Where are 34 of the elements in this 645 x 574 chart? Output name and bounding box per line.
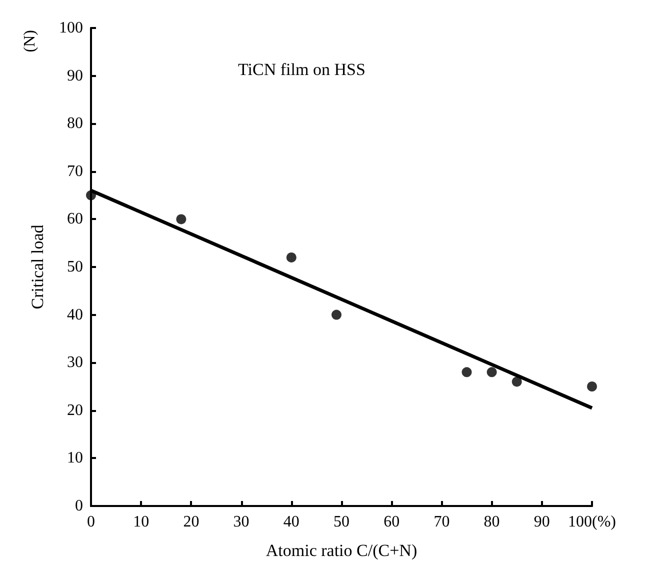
text: TiCN film on HSS xyxy=(238,60,366,79)
point xyxy=(486,367,497,378)
y-tick-label: 30 xyxy=(67,354,83,372)
y-tick-label: 50 xyxy=(67,258,83,276)
point xyxy=(462,367,472,378)
y-tick-label: 70 xyxy=(67,162,83,180)
point xyxy=(587,382,597,392)
x-tick-label: 0 xyxy=(87,514,95,530)
point xyxy=(512,376,522,387)
x-tick-label: 80 xyxy=(484,514,500,530)
y-tick-label: 60 xyxy=(67,210,83,228)
x-tick-label: 10 xyxy=(133,514,150,530)
x-tick-label: 100(%) xyxy=(568,514,616,530)
x-tick-label: 90 xyxy=(534,514,550,530)
y-tick-label: 20 xyxy=(67,402,83,419)
y-axis-title: Critical load xyxy=(28,224,47,310)
y-tick-label: 100 xyxy=(59,20,83,36)
x-tick-label: 70 xyxy=(434,514,450,530)
y-tick-label: 90 xyxy=(67,67,83,84)
point xyxy=(332,310,342,320)
y-tick-label: 10 xyxy=(67,450,83,467)
point xyxy=(86,190,96,200)
y-tick-label: 40 xyxy=(67,306,83,324)
x-tick-label: 30 xyxy=(233,514,250,530)
point xyxy=(176,214,186,224)
point xyxy=(286,252,296,262)
y-tick-label: 0 xyxy=(75,498,83,514)
x-tick-label: 50 xyxy=(334,514,350,530)
x-tick-label: 60 xyxy=(384,514,400,530)
x-tick-label: 20 xyxy=(183,514,200,530)
y-tick-label: 80 xyxy=(67,115,83,132)
x-tick-label: 40 xyxy=(283,514,300,530)
x-axis-title: Atomic ratio C/(C+N) xyxy=(266,541,418,560)
text: (N) xyxy=(22,30,38,52)
